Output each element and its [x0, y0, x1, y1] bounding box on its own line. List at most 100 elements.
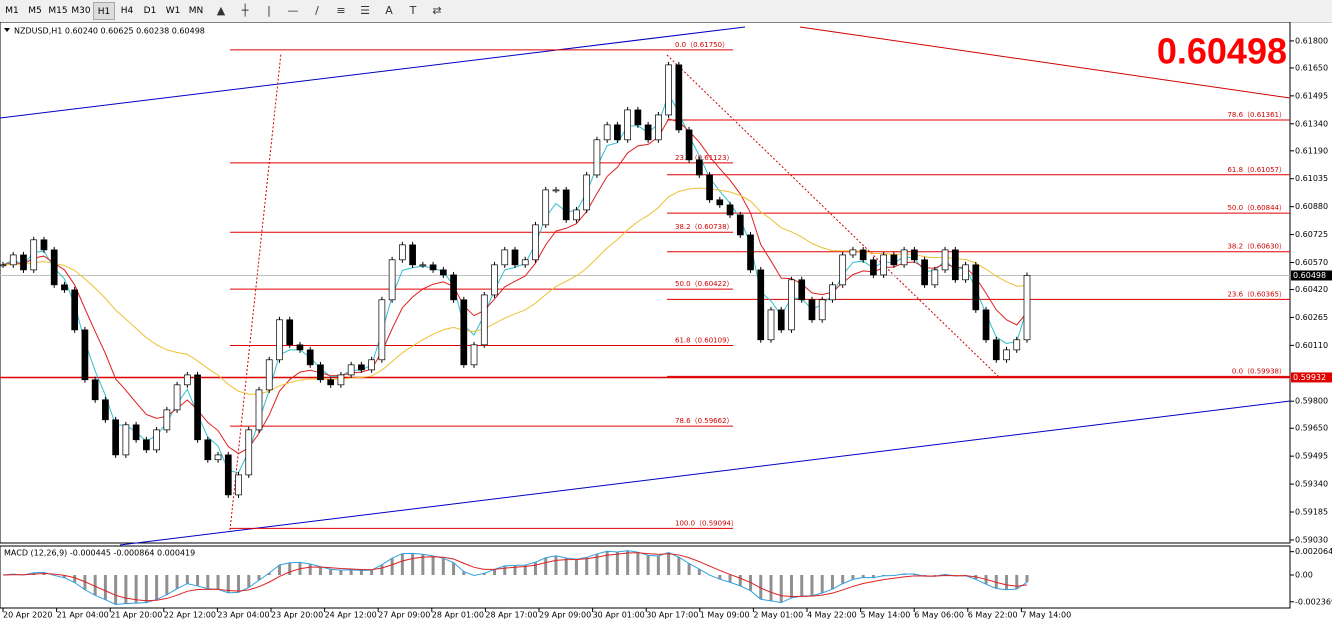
price-tick-label: 0.59495 [1295, 452, 1328, 461]
marked-price-label: 0.59932 [1293, 373, 1326, 382]
candle [655, 114, 662, 141]
candle [173, 384, 181, 411]
candle [706, 174, 713, 201]
price-tick-label: 0.60880 [1295, 202, 1328, 211]
candle [818, 299, 826, 321]
candle [757, 269, 765, 341]
candle [941, 249, 949, 271]
time-label: 4 May 22:00 [807, 611, 857, 620]
time-label: 5 May 14:00 [861, 611, 911, 620]
tool-button[interactable]: ┼ [241, 4, 249, 17]
fib-label: 38.2（0.60738） [675, 223, 734, 231]
candle [1023, 275, 1031, 341]
candle [777, 309, 785, 331]
candle [388, 259, 396, 301]
timeframe-button[interactable]: MN [188, 6, 204, 16]
toolbar: M1 M5 M15 M30 H1 H4 D1 W1 MN ▲ ┼ | — / ≡ ☰ A T ⇄ [0, 0, 1332, 23]
candle [716, 199, 724, 206]
fib-label: 23.6（0.61123） [675, 154, 734, 162]
price-tick-label: 0.61340 [1295, 119, 1328, 128]
macd-tick-label: 0.00 [1295, 570, 1313, 579]
fib-label: 61.8（0.61057） [1227, 166, 1286, 174]
time-label: 29 Apr 09:00 [539, 611, 591, 620]
candle [532, 224, 539, 261]
fib-trend [666, 54, 1001, 379]
header-arrow [4, 28, 10, 32]
timeframe-button[interactable]: M5 [28, 6, 42, 16]
candle [112, 419, 119, 456]
time-label: 7 May 14:00 [1021, 611, 1071, 620]
candle [644, 124, 652, 141]
fib-label: 61.8（0.60109） [675, 337, 734, 345]
candle [1003, 349, 1010, 361]
candle [286, 319, 294, 346]
fib-label: 50.0（0.60844） [1227, 204, 1286, 212]
time-label: 21 Apr 04:00 [57, 611, 109, 620]
candle [429, 264, 437, 271]
candle [788, 279, 795, 331]
fib-label: 78.6（0.59662） [675, 417, 734, 425]
price-tick-label: 0.61190 [1295, 146, 1328, 155]
candle [460, 299, 468, 366]
tool-button[interactable]: — [287, 4, 299, 17]
tool-button[interactable]: ☰ [360, 4, 370, 17]
candle [91, 379, 99, 401]
candle [849, 249, 857, 256]
candle [317, 364, 324, 381]
current-price-box [1291, 270, 1332, 281]
time-label: 30 Apr 17:00 [646, 611, 698, 620]
tool-button[interactable]: ▲ [216, 4, 226, 17]
candle [163, 409, 171, 431]
candle [829, 284, 836, 301]
timeframe-button[interactable]: M1 [5, 6, 19, 16]
macd-tick-label: 0.002064 [1295, 547, 1332, 556]
candle [214, 454, 222, 461]
timeframe-button[interactable]: D1 [143, 6, 157, 16]
candle [122, 424, 130, 456]
candle [951, 249, 959, 281]
candle [265, 359, 273, 391]
price-tick-label: 0.60110 [1295, 341, 1328, 350]
candle [542, 189, 550, 226]
candle [839, 254, 847, 286]
candle [450, 274, 457, 301]
current-price-label: 0.60498 [1293, 271, 1326, 280]
timeframe-button[interactable]: W1 [165, 6, 181, 16]
tool-button[interactable]: / [315, 4, 319, 17]
price-tick-label: 0.60265 [1295, 313, 1328, 322]
candle [665, 64, 672, 116]
candle [9, 254, 17, 266]
time-label: 27 Apr 09:00 [378, 611, 430, 620]
timeframe-button[interactable]: H1 [93, 2, 115, 20]
tool-button[interactable]: T [409, 4, 417, 17]
fib-label: 0.0（0.59938） [1232, 367, 1286, 375]
tool-button[interactable]: ≡ [336, 4, 346, 17]
candle [378, 299, 386, 361]
timeframe-button[interactable]: M30 [71, 6, 91, 16]
tool-button[interactable]: ⇄ [432, 4, 442, 17]
candle [102, 399, 109, 421]
candle [337, 374, 345, 386]
fib-label: 100.0（0.59094） [675, 519, 738, 527]
candle [736, 214, 744, 236]
tool-button[interactable]: | [267, 4, 271, 17]
price-tick-label: 0.59030 [1295, 535, 1328, 544]
candle [50, 249, 58, 286]
tool-button[interactable]: A [385, 4, 393, 17]
timeframe-button[interactable]: M15 [48, 6, 68, 16]
time-label: 22 Apr 12:00 [164, 611, 216, 620]
fib-label: 50.0（0.60422） [675, 280, 734, 288]
candle [573, 209, 580, 221]
candle [972, 264, 980, 311]
price-tick-label: 0.59650 [1295, 424, 1328, 433]
trend-line [0, 26, 746, 119]
fib-label: 0.0（0.61750） [675, 41, 729, 49]
candle [276, 319, 283, 361]
main-area [0, 22, 1291, 544]
candle [695, 159, 703, 176]
time-label: 28 Apr 17:00 [485, 611, 537, 620]
candle [992, 339, 1000, 361]
price-tick-label: 0.59800 [1295, 397, 1328, 406]
trend-line [799, 26, 1291, 99]
timeframe-button[interactable]: H4 [120, 6, 134, 16]
